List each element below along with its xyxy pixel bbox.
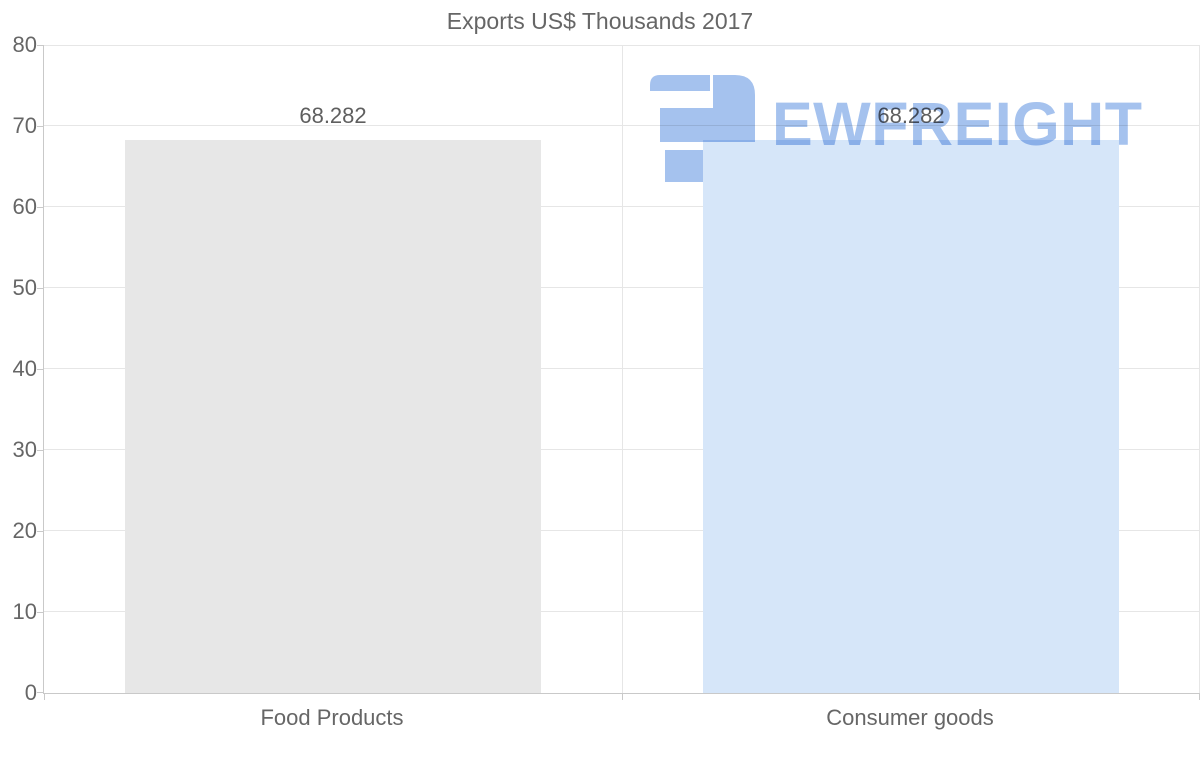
y-axis-label-80: 80 — [12, 32, 37, 57]
y-axis-label-40: 40 — [12, 356, 37, 381]
bar-consumer-goods — [703, 139, 1119, 693]
chart-title: Exports US$ Thousands 2017 — [446, 8, 754, 34]
x-axis-label-food-products: Food Products — [260, 705, 404, 730]
bar-food-products — [125, 139, 541, 693]
y-tick-70 — [37, 126, 43, 127]
data-label-consumer-goods: 68.282 — [877, 102, 945, 128]
x-axis-label-consumer-goods: Consumer goods — [826, 705, 994, 730]
y-axis-label-0: 0 — [24, 680, 37, 705]
x-tick-1 — [621, 694, 623, 700]
y-tick-50 — [37, 288, 43, 289]
y-tick-60 — [37, 207, 43, 208]
y-axis-label-60: 60 — [12, 194, 37, 219]
y-axis-label-50: 50 — [12, 275, 37, 300]
y-tick-0 — [37, 692, 43, 693]
y-tick-40 — [37, 369, 43, 370]
x-tick-0 — [44, 694, 45, 700]
y-axis-label-70: 70 — [12, 113, 37, 138]
gridline-category-boundary — [621, 45, 623, 693]
plot-area: 68.282 68.282 — [37, 45, 1200, 700]
y-tick-30 — [37, 450, 43, 451]
y-axis-label-20: 20 — [12, 518, 37, 543]
y-tick-20 — [37, 531, 43, 532]
data-label-food-products: 68.282 — [299, 102, 367, 128]
y-tick-10 — [37, 612, 43, 613]
y-axis: 0 10 20 30 40 50 60 70 80 — [0, 32, 37, 705]
y-axis-label-10: 10 — [12, 599, 37, 624]
y-axis-label-30: 30 — [12, 437, 37, 462]
y-tick-80 — [37, 45, 43, 46]
